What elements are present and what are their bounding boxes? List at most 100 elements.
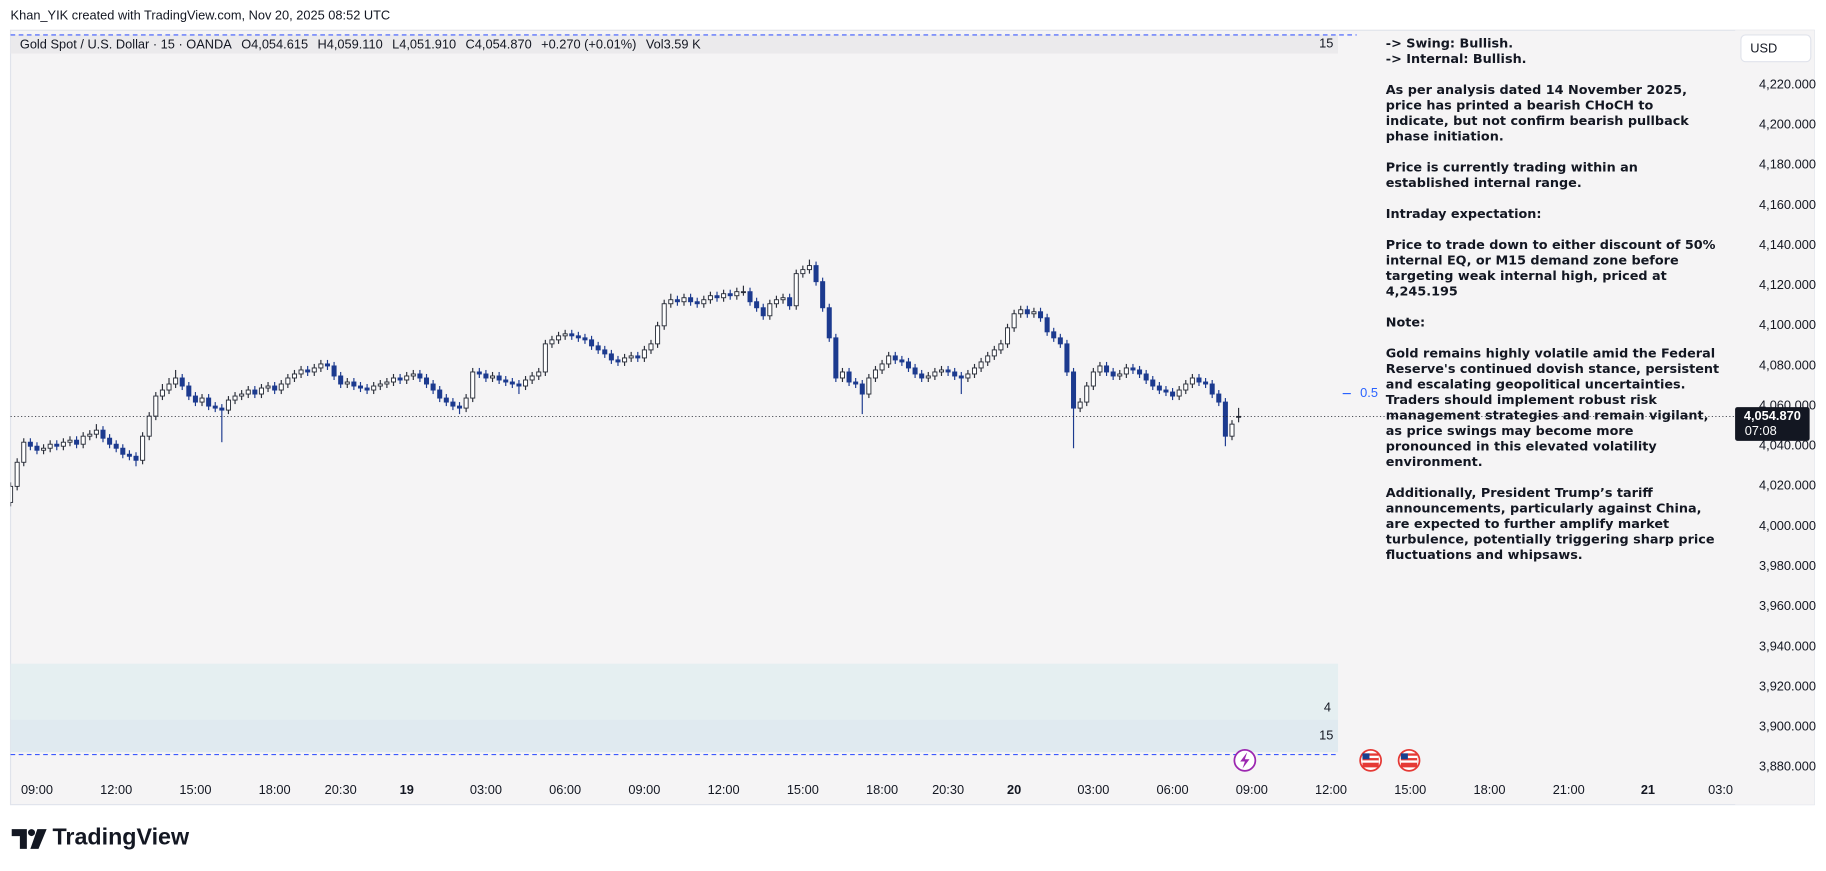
y-tick-label: 4,160.000	[1759, 197, 1816, 212]
candle-body	[694, 301, 700, 305]
candle-body	[932, 371, 938, 377]
lightning	[1240, 752, 1250, 769]
candle-body	[133, 455, 139, 461]
candle-body	[1170, 391, 1176, 397]
candle-body	[278, 383, 284, 391]
us-flag[interactable]	[1397, 749, 1421, 772]
candle-body	[569, 333, 575, 337]
candle-body	[806, 265, 812, 271]
candle-body	[760, 307, 766, 317]
x-tick-label: 15:00	[179, 782, 211, 797]
candle-body	[1176, 389, 1182, 397]
panel-label: 4	[1324, 699, 1331, 714]
candle-body	[291, 373, 297, 379]
candle-body	[872, 369, 878, 379]
y-tick-label: 3,900.000	[1759, 719, 1816, 734]
currency[interactable]: USD	[1750, 40, 1777, 55]
note-line: indicate, but not confirm bearish pullba…	[1386, 114, 1690, 129]
legend-value: +0.270 (+0.01%)	[541, 37, 636, 52]
candle-body	[991, 349, 997, 357]
candle-body	[1216, 393, 1222, 403]
candle-body	[1018, 309, 1024, 315]
us-flag[interactable]	[1359, 749, 1382, 772]
candle-body	[674, 299, 680, 303]
x-tick-label: 20:30	[932, 782, 964, 797]
x-tick-label: 06:00	[1157, 782, 1189, 797]
note-line: Additionally, President Trump’s tariff	[1386, 486, 1654, 501]
y-tick-label: 3,880.000	[1759, 759, 1816, 774]
candle-body	[199, 397, 205, 403]
fib-label: 0.5	[1360, 385, 1378, 400]
candle-body	[952, 371, 958, 377]
candle-body	[443, 397, 449, 403]
candle-body	[892, 355, 898, 361]
candle-body	[423, 377, 430, 385]
note-line: turbulence, potentially triggering sharp…	[1386, 532, 1715, 547]
candle-body	[1156, 385, 1162, 391]
candle-body	[919, 373, 925, 379]
x-tick-label: 03:0	[1708, 782, 1733, 797]
candle-body	[1044, 317, 1050, 333]
candle-body	[938, 369, 945, 373]
candle-body	[866, 377, 872, 395]
x-tick-label: 18:00	[1473, 782, 1505, 797]
note-line: phase initiation.	[1386, 130, 1504, 145]
candle-body	[556, 335, 562, 341]
candle-body	[727, 293, 733, 297]
candle-body	[661, 303, 667, 327]
candle-body	[721, 293, 727, 299]
candle-body	[958, 375, 964, 379]
candle-body	[166, 383, 172, 391]
candle-body	[1077, 401, 1083, 409]
candle-body	[1143, 373, 1149, 381]
candle-body	[1110, 371, 1116, 377]
candle-body	[1051, 331, 1057, 339]
candle-body	[879, 363, 885, 371]
x-tick-label: 12:00	[100, 782, 132, 797]
candle-body	[324, 363, 330, 367]
x-tick-label: 20:30	[325, 782, 357, 797]
candle-body	[27, 441, 33, 447]
candle-body	[311, 367, 317, 373]
x-tick-label: 09:00	[1236, 782, 1268, 797]
brand: TradingView	[52, 824, 190, 850]
currency-button[interactable]	[1740, 34, 1812, 63]
candle-body	[252, 389, 258, 395]
y-tick-label: 4,020.000	[1759, 478, 1816, 493]
candle-body	[1222, 401, 1228, 437]
note-line: Price to trade down to either discount o…	[1386, 238, 1716, 253]
note-line: as price swings may become more	[1386, 424, 1634, 439]
candle-body	[542, 343, 548, 373]
legend-value: H4,059.110	[317, 37, 382, 52]
countdown: 07:08	[1745, 423, 1777, 438]
candle-body	[701, 299, 707, 305]
y-tick-label: 4,040.000	[1759, 438, 1816, 453]
candle-body	[1209, 383, 1215, 395]
candle-body	[582, 337, 588, 341]
x-tick-label: 21	[1641, 782, 1655, 797]
candle-body	[146, 415, 152, 437]
candle-body	[1005, 327, 1011, 345]
candle-body	[800, 269, 806, 275]
x-tick-label: 09:00	[21, 782, 53, 797]
candle-body	[1104, 365, 1110, 373]
note-line: Intraday expectation:	[1386, 207, 1542, 222]
candle-body	[1163, 389, 1169, 393]
candle-body	[945, 369, 951, 373]
candle-body	[265, 385, 271, 389]
candle-body	[272, 385, 278, 391]
x-tick-label: 21:00	[1553, 782, 1585, 797]
candle-body	[219, 407, 225, 411]
candle-body	[971, 367, 978, 375]
candle-body	[470, 371, 476, 399]
note-line: internal EQ, or M15 demand zone before	[1386, 254, 1679, 269]
candle-body	[1196, 377, 1202, 383]
candle-body	[1038, 311, 1044, 319]
interval-badge: 15	[1319, 36, 1333, 51]
candle-body	[206, 397, 212, 407]
candle-body	[1130, 367, 1136, 371]
candle-body	[1031, 311, 1037, 315]
candle-body	[628, 355, 634, 359]
candle-body	[1090, 371, 1096, 387]
panel-label: 15	[1319, 727, 1333, 742]
